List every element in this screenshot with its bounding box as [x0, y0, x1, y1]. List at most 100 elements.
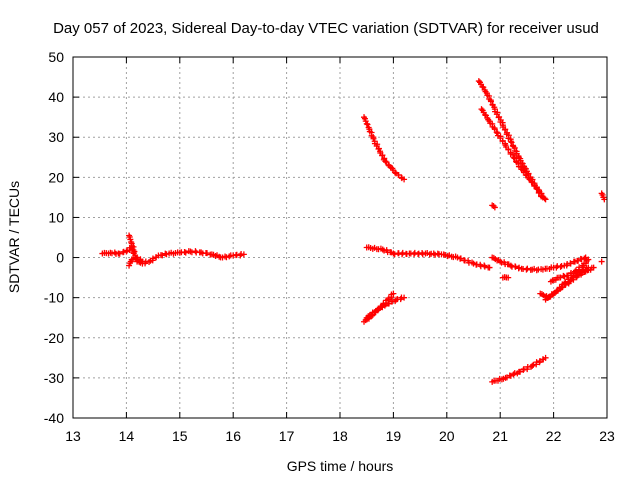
- data-point: [503, 274, 510, 281]
- data-point: [529, 362, 536, 369]
- data-point: [538, 193, 545, 200]
- data-point: [398, 175, 405, 182]
- y-axis-label: SDTVAR / TECUs: [6, 181, 22, 293]
- data-point: [505, 261, 512, 268]
- data-point: [540, 356, 547, 363]
- series-marks: [363, 244, 493, 271]
- x-tick-label: 19: [386, 428, 402, 444]
- data-point: [388, 291, 395, 298]
- data-point: [452, 253, 459, 260]
- data-point: [371, 309, 378, 316]
- plot-frame: [72, 56, 608, 419]
- y-tick-label: 30: [48, 129, 64, 145]
- series-marks: [126, 232, 138, 255]
- data-point: [567, 260, 574, 267]
- data-point: [527, 266, 534, 273]
- data-point: [502, 140, 509, 147]
- data-point: [491, 104, 498, 111]
- data-point: [365, 124, 372, 131]
- data-point: [223, 254, 230, 261]
- series-marks: [547, 256, 592, 285]
- data-point: [128, 239, 135, 246]
- y-tick-label: -10: [44, 290, 64, 306]
- series-marks: [99, 244, 247, 267]
- data-point: [372, 308, 379, 315]
- series-marks: [126, 254, 146, 269]
- data-point: [137, 257, 144, 264]
- x-tick-label: 21: [492, 428, 508, 444]
- data-point: [204, 250, 210, 257]
- x-tick-label: 13: [65, 428, 81, 444]
- data-point: [572, 267, 579, 274]
- data-point: [370, 135, 377, 142]
- y-tick-label: 0: [56, 250, 64, 266]
- data-point: [475, 78, 482, 85]
- x-tick-label: 17: [279, 428, 295, 444]
- data-point: [185, 248, 192, 255]
- y-tick-label: 10: [48, 209, 64, 225]
- x-tick-label: 16: [225, 428, 241, 444]
- data-point: [583, 257, 590, 264]
- data-point: [419, 249, 426, 256]
- axis-ticks: 13 14 15 16 17 18 19 20 21 22 23 -40 -30 -20 -10 0 10 20 3…: [44, 49, 615, 444]
- data-point: [500, 375, 507, 382]
- data-point: [561, 273, 568, 280]
- data-point: [398, 294, 405, 301]
- data-point: [217, 254, 224, 261]
- data-point: [578, 256, 585, 263]
- data-point: [233, 251, 240, 258]
- data-point: [495, 257, 502, 264]
- data-point: [588, 264, 595, 271]
- data-point: [388, 249, 395, 256]
- data-point: [485, 116, 492, 123]
- series-marks: [478, 106, 546, 201]
- data-point: [567, 277, 574, 284]
- data-point: [153, 254, 160, 261]
- data-point: [478, 106, 485, 113]
- series-marks: [489, 202, 498, 211]
- data-point: [391, 169, 398, 176]
- x-tick-label: 22: [546, 428, 562, 444]
- data-point: [510, 371, 517, 378]
- data-point: [485, 264, 492, 271]
- data-point: [512, 263, 519, 270]
- series-marks: [489, 354, 549, 385]
- plot-area: [99, 78, 608, 385]
- y-tick-label: 20: [48, 169, 64, 185]
- data-point: [600, 194, 607, 201]
- x-tick-label: 15: [172, 428, 188, 444]
- series-marks: [598, 190, 608, 203]
- data-point: [111, 249, 118, 256]
- data-point: [192, 248, 199, 255]
- data-point: [391, 251, 398, 258]
- x-axis-label: GPS time / hours: [287, 458, 394, 474]
- x-tick-label: 14: [119, 428, 135, 444]
- series-marks: [475, 78, 549, 203]
- data-point: [508, 139, 515, 146]
- data-point: [377, 245, 384, 252]
- data-point: [533, 184, 540, 191]
- data-point: [163, 251, 170, 258]
- series-marks: [598, 258, 605, 265]
- data-point: [399, 249, 406, 256]
- series-marks: [499, 274, 512, 281]
- data-point: [482, 88, 489, 95]
- data-point: [457, 255, 464, 262]
- data-point: [469, 259, 476, 266]
- data-point: [510, 151, 517, 158]
- data-point: [127, 236, 134, 243]
- x-tick-label: 20: [439, 428, 455, 444]
- data-point: [196, 249, 203, 256]
- chart-title: Day 057 of 2023, Sidereal Day-to-day VTE…: [53, 20, 599, 37]
- data-point: [411, 249, 418, 256]
- data-point: [525, 174, 532, 181]
- grid: [73, 57, 607, 418]
- y-tick-label: -20: [44, 330, 64, 346]
- data-point: [149, 255, 156, 262]
- data-point: [598, 258, 605, 265]
- data-point: [362, 118, 369, 125]
- x-tick-label: 18: [332, 428, 348, 444]
- data-point: [493, 129, 500, 136]
- data-point: [120, 248, 127, 255]
